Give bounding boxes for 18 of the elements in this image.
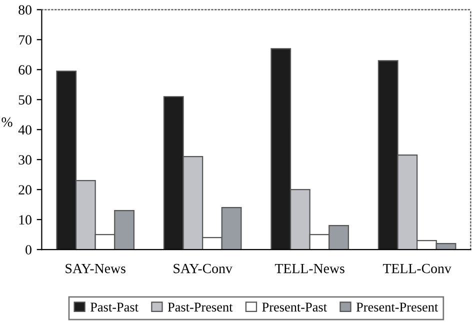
x-tick-label: SAY-News (66, 264, 126, 274)
legend-label: Past-Present (168, 302, 233, 312)
legend-label: Past-Past (90, 302, 138, 312)
legend-label: Present-Past (262, 302, 327, 312)
x-tick-label: TELL-Conv (382, 264, 452, 274)
legend-label: Present-Present (356, 302, 438, 312)
y-tick-label: 80 (18, 5, 32, 15)
y-tick-label: 50 (18, 95, 32, 105)
y-tick-label: 60 (18, 65, 32, 75)
y-tick-label: 30 (18, 155, 32, 165)
x-tick-label: SAY-Conv (174, 264, 232, 274)
y-tick-label: 40 (18, 125, 32, 135)
y-axis-title: % (2, 117, 12, 127)
y-tick-label: 0 (26, 245, 32, 255)
y-tick-label: 70 (19, 35, 32, 45)
y-tick-label: 10 (19, 215, 32, 225)
y-tick-label: 20 (18, 185, 32, 195)
x-tick-label: TELL-News (274, 264, 344, 274)
